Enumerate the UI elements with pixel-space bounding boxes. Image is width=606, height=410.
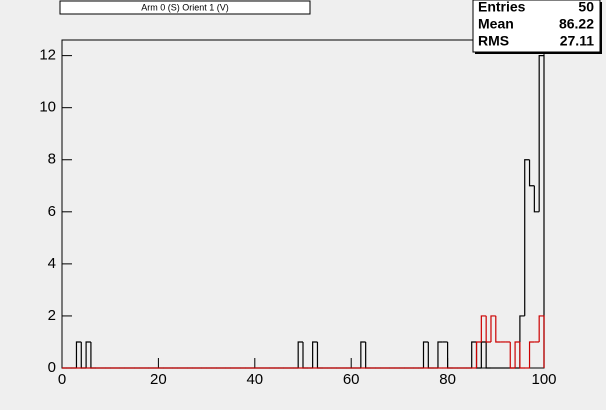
histogram-bin <box>365 341 371 369</box>
histogram-bin <box>437 341 443 368</box>
y-tick-label: 10 <box>39 99 56 116</box>
y-tick-label: 12 <box>39 47 56 64</box>
stat-value: 86.22 <box>559 16 594 32</box>
histogram-bin <box>495 315 501 343</box>
stat-name: Entries <box>478 0 526 15</box>
histogram-bin <box>480 315 487 342</box>
histogram-bin <box>302 341 308 369</box>
histogram-bin <box>75 341 82 368</box>
stats: Entries 50 Mean 86.22 RMS 27.11 <box>478 0 594 49</box>
x-tick-label: 60 <box>343 371 360 388</box>
histogram-bin <box>514 341 520 368</box>
stat-value: 50 <box>578 0 594 15</box>
histogram-bin <box>312 341 318 368</box>
x-tick-label: 0 <box>58 371 66 388</box>
y-tick-label: 8 <box>48 151 56 168</box>
histogram-bin <box>80 341 87 369</box>
histogram-bin <box>475 341 482 368</box>
histogram-bin <box>519 341 525 369</box>
y-tick-label: 6 <box>48 203 56 220</box>
histogram-bin <box>471 341 477 368</box>
y-tick-label: 4 <box>48 255 56 272</box>
histogram-bin <box>422 341 429 368</box>
stat-name: Mean <box>478 16 514 32</box>
y-tick-label: 0 <box>48 359 56 376</box>
histogram-bin <box>538 315 545 368</box>
histogram-bin <box>485 341 491 369</box>
histogram-bin <box>524 159 530 316</box>
plot: 0 2 4 6 8 10 12 0 20 40 60 80 100 <box>39 47 556 388</box>
histogram-bin <box>509 341 516 369</box>
histogram-bin <box>360 341 366 368</box>
histogram-bin <box>447 341 453 369</box>
histogram-bin <box>533 185 540 213</box>
x-tick-label: 20 <box>150 371 167 388</box>
histogram-bin <box>85 341 91 368</box>
histogram-bin <box>538 55 545 368</box>
stats-box <box>472 0 601 53</box>
y-tick-label: 2 <box>48 307 56 324</box>
histogram-bin <box>528 159 535 187</box>
histogram-bin <box>297 341 303 368</box>
histogram-bin <box>490 315 496 342</box>
histogram-bin <box>475 341 482 369</box>
histogram-bin <box>316 341 323 369</box>
histogram-bin <box>528 341 535 368</box>
x-tick-label: 100 <box>531 371 556 388</box>
histogram-bin <box>90 341 96 369</box>
histogram-bin <box>427 341 434 369</box>
stat-name: RMS <box>478 33 509 49</box>
histogram-bin <box>480 341 487 368</box>
chart-title: Arm 0 (S) Orient 1 (V) <box>141 2 229 12</box>
x-tick-label: 40 <box>246 371 263 388</box>
x-tick-label: 80 <box>439 371 456 388</box>
histogram-bin <box>519 315 525 368</box>
histogram-bin <box>485 315 491 343</box>
frame <box>61 39 545 369</box>
stat-value: 27.11 <box>560 33 594 49</box>
title-box <box>59 0 311 15</box>
